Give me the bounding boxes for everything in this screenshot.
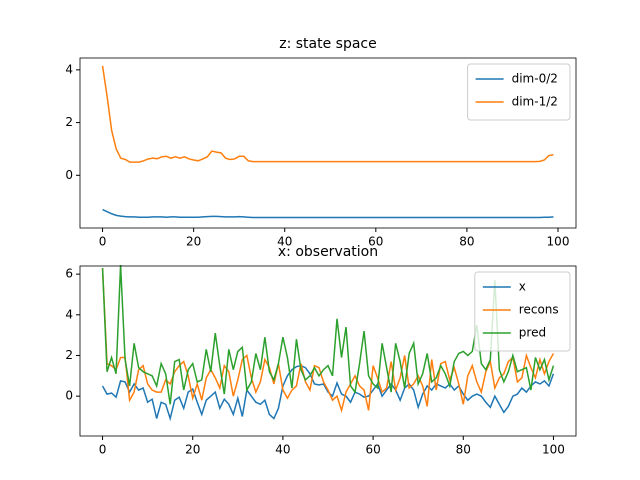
x-tick-label: 100 xyxy=(542,443,565,457)
y-tick-label: 0 xyxy=(65,389,73,403)
x-tick-label: 80 xyxy=(459,235,474,249)
legend-box xyxy=(467,63,571,121)
y-tick-label: 0 xyxy=(65,168,73,182)
y-tick-label: 2 xyxy=(65,348,73,362)
y-tick-label: 6 xyxy=(65,267,73,281)
x-tick-label: 20 xyxy=(186,235,201,249)
x-tick-label: 40 xyxy=(277,235,292,249)
y-tick-label: 2 xyxy=(65,115,73,129)
y-tick-label: 4 xyxy=(65,307,73,321)
x-tick-label: 100 xyxy=(547,235,570,249)
axes-frame xyxy=(79,57,577,229)
chart-title: z: state space xyxy=(279,36,377,52)
x-tick-label: 80 xyxy=(456,443,471,457)
series-line xyxy=(101,267,555,414)
y-tick-label: 4 xyxy=(65,62,73,76)
x-tick-label: 60 xyxy=(368,235,383,249)
x-tick-label: 20 xyxy=(185,443,200,457)
legend-label: pred xyxy=(519,326,546,340)
legend-box xyxy=(474,271,571,352)
chart-title: x: observation xyxy=(278,244,378,260)
series-line xyxy=(101,364,555,422)
x-tick-label: 40 xyxy=(275,443,290,457)
series-line xyxy=(101,65,554,163)
legend-label: dim-1/2 xyxy=(512,95,558,109)
legend-label: x xyxy=(519,280,526,294)
axes-frame xyxy=(79,265,577,437)
x-tick-label: 0 xyxy=(99,443,107,457)
x-tick-label: 0 xyxy=(99,235,107,249)
legend-label: dim-0/2 xyxy=(512,72,558,86)
legend-label: recons xyxy=(519,303,559,317)
series-line xyxy=(102,208,554,219)
x-tick-label: 60 xyxy=(365,443,380,457)
